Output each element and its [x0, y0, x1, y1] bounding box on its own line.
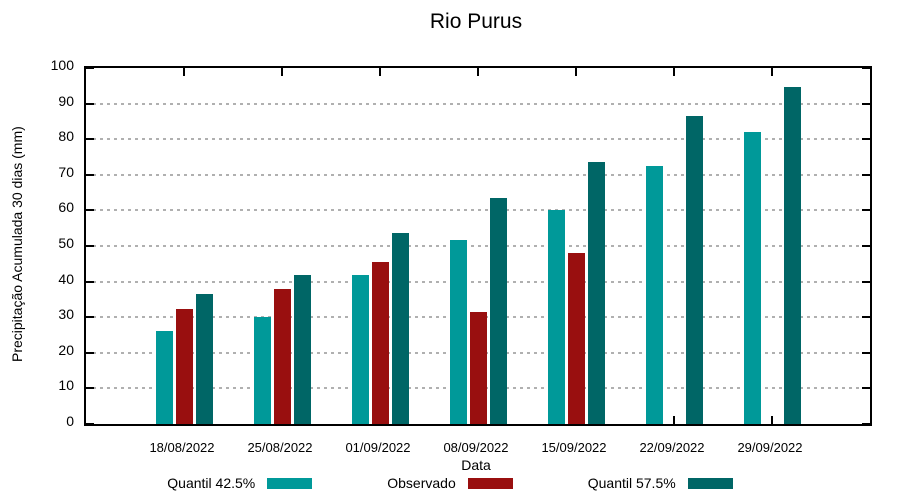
bar — [567, 253, 585, 424]
y-tick-label: 30 — [58, 306, 74, 323]
y-tick-label: 20 — [58, 341, 74, 358]
legend-label: Quantil 57.5% — [587, 475, 676, 491]
y-axis-tick — [86, 173, 94, 176]
x-axis-tick — [771, 68, 773, 76]
bar — [273, 288, 291, 424]
y-axis-tick — [862, 245, 870, 247]
x-tick-label: 01/09/2022 — [345, 440, 411, 455]
y-axis-tick — [86, 423, 94, 425]
x-axis-tick — [379, 68, 381, 76]
legend-swatch — [267, 477, 313, 489]
x-axis-tick — [477, 68, 479, 76]
gridline — [86, 173, 870, 176]
gridline — [86, 245, 870, 247]
y-axis-tick — [862, 280, 870, 283]
legend-item: Observado — [387, 475, 513, 491]
x-axis-label: Data — [461, 457, 491, 473]
y-axis-tick — [86, 280, 94, 283]
y-axis-tick — [86, 67, 94, 69]
bar — [489, 198, 507, 424]
x-axis-tick — [771, 416, 773, 424]
y-tick-label: 90 — [58, 92, 74, 109]
y-axis-tick — [862, 209, 870, 212]
x-axis-tick — [183, 68, 185, 76]
legend-item: Quantil 57.5% — [588, 475, 733, 491]
legend-swatch — [467, 477, 513, 489]
bar — [743, 132, 761, 424]
y-axis-tick — [86, 387, 94, 390]
x-tick-label: 22/09/2022 — [639, 440, 705, 455]
y-tick-label: 60 — [58, 199, 74, 216]
bar — [391, 233, 409, 424]
bar — [469, 312, 487, 424]
x-axis-tick — [281, 68, 283, 76]
gridline — [86, 209, 870, 212]
y-axis-tick — [86, 351, 94, 354]
bar — [195, 294, 213, 424]
legend-label: Observado — [387, 475, 456, 491]
x-tick-label: 29/09/2022 — [737, 440, 803, 455]
bar — [547, 210, 565, 424]
x-tick-label: 25/08/2022 — [247, 440, 313, 455]
legend-label: Quantil 42.5% — [167, 475, 256, 491]
y-axis-tick — [862, 387, 870, 390]
bar — [155, 331, 173, 424]
gridline — [86, 280, 870, 283]
bar — [351, 275, 369, 424]
legend-swatch — [687, 477, 733, 489]
bar — [293, 274, 311, 424]
y-axis-tick — [862, 351, 870, 354]
y-tick-label: 100 — [50, 57, 74, 73]
x-axis-tick — [575, 68, 577, 76]
y-tick-label: 10 — [58, 377, 74, 394]
y-tick-label: 40 — [58, 270, 74, 287]
y-axis-tick — [86, 245, 94, 247]
bar — [175, 309, 193, 424]
x-axis-tick — [673, 68, 675, 76]
bar — [685, 116, 703, 424]
y-axis-tick — [862, 423, 870, 425]
y-axis-tick — [862, 138, 870, 141]
y-axis-tick — [862, 102, 870, 105]
bar — [587, 162, 605, 424]
y-tick-label: 50 — [58, 235, 74, 251]
legend: Quantil 42.5% Observado Quantil 57.5% — [0, 475, 900, 491]
bar — [783, 86, 801, 424]
bar — [645, 165, 663, 424]
y-tick-label: 0 — [66, 413, 74, 429]
y-axis-tick — [86, 138, 94, 141]
gridline — [86, 138, 870, 141]
gridline — [86, 102, 870, 105]
chart-title: Rio Purus — [429, 10, 523, 33]
x-tick-label: 08/09/2022 — [443, 440, 509, 455]
y-tick-label: 70 — [58, 163, 74, 180]
bar — [449, 239, 467, 424]
y-tick-label: 80 — [58, 128, 74, 145]
x-tick-label: 18/08/2022 — [149, 440, 215, 455]
y-axis-tick — [862, 173, 870, 176]
y-axis-tick — [862, 316, 870, 319]
y-axis-tick — [86, 209, 94, 212]
y-axis-tick — [86, 316, 94, 319]
plot-area — [84, 66, 872, 426]
x-axis-tick — [673, 416, 675, 424]
y-axis-tick — [86, 102, 94, 105]
bar — [253, 316, 271, 424]
y-axis-label: Precipitação Acumulada 30 dias (mm) — [9, 126, 25, 362]
bar — [371, 262, 389, 424]
legend-item: Quantil 42.5% — [167, 475, 313, 491]
x-tick-label: 15/09/2022 — [541, 440, 607, 455]
y-axis-tick — [862, 67, 870, 69]
